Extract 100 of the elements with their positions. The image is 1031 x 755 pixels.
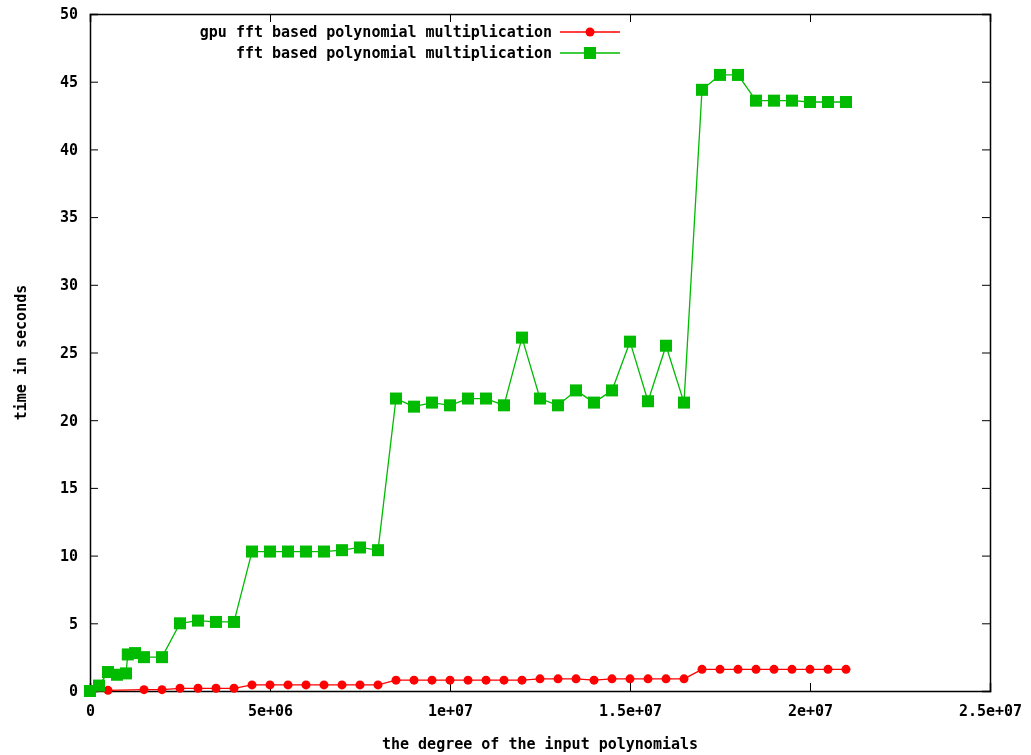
point [157, 685, 167, 695]
point [769, 664, 779, 674]
point [571, 674, 581, 684]
point [535, 674, 545, 684]
point [822, 96, 834, 109]
point [444, 399, 456, 412]
point [570, 384, 582, 397]
point [355, 680, 365, 690]
point [517, 675, 527, 685]
point [336, 544, 348, 557]
point [139, 685, 149, 695]
point [786, 94, 798, 107]
point [480, 392, 492, 405]
y-axis-title: time in seconds [12, 284, 30, 421]
y-tick-label: 45 [59, 73, 78, 91]
point [282, 545, 294, 558]
point [462, 392, 474, 405]
point [607, 674, 617, 684]
point [696, 83, 708, 96]
point [697, 664, 707, 674]
point [642, 395, 654, 408]
point [228, 615, 240, 628]
point [787, 664, 797, 674]
point [768, 94, 780, 107]
x-axis-title: the degree of the input polynomials [381, 735, 699, 753]
y-tick-label: 15 [59, 479, 78, 498]
point [264, 545, 276, 558]
y-tick-label: 5 [68, 614, 78, 633]
point [553, 674, 563, 684]
point [679, 674, 689, 684]
point [841, 664, 851, 674]
point [516, 331, 528, 344]
point [408, 400, 420, 413]
x-tick-label: 0 [85, 701, 96, 720]
point [732, 68, 744, 81]
y-tick-label: 25 [59, 343, 78, 362]
point [93, 679, 105, 692]
point [372, 544, 384, 557]
point [211, 683, 221, 693]
point [300, 545, 312, 558]
y-tick-label: 50 [59, 5, 78, 24]
point [193, 683, 203, 693]
point [318, 545, 330, 558]
point [463, 675, 473, 685]
point [319, 680, 329, 690]
point [751, 664, 761, 674]
point [426, 396, 438, 409]
point [120, 667, 132, 680]
point [391, 675, 401, 685]
legend-label: gpu fft based polynomial multiplication [199, 23, 552, 41]
y-tick-label: 30 [59, 276, 78, 295]
point [733, 664, 743, 674]
point [246, 545, 258, 558]
y-tick-label: 0 [68, 682, 78, 701]
x-tick-label: 1.5e+07 [598, 701, 663, 720]
legend-label: fft based polynomial multiplication [235, 44, 552, 62]
point [552, 399, 564, 412]
point [624, 335, 636, 348]
point [589, 675, 599, 685]
point [192, 614, 204, 627]
y-tick-label: 35 [59, 208, 78, 227]
point [210, 615, 222, 628]
point [283, 680, 293, 690]
point [805, 664, 815, 674]
point [156, 651, 168, 664]
point [301, 680, 311, 690]
point [247, 680, 257, 690]
point [660, 339, 672, 352]
point [481, 675, 491, 685]
x-tick-label: 2.5e+07 [958, 701, 1023, 720]
point [606, 384, 618, 397]
x-tick-label: 2e+07 [787, 701, 834, 720]
point [625, 674, 635, 684]
point [174, 617, 186, 630]
point [823, 664, 833, 674]
point [750, 94, 762, 107]
point [498, 399, 510, 412]
y-tick-label: 10 [59, 546, 78, 565]
x-tick-label: 1e+07 [427, 701, 474, 720]
point [427, 675, 437, 685]
point [661, 674, 671, 684]
point [138, 651, 150, 664]
y-tick-label: 20 [59, 411, 78, 430]
point [678, 396, 690, 409]
point [715, 664, 725, 674]
point [354, 541, 366, 554]
point [229, 683, 239, 693]
point [445, 675, 455, 685]
point [840, 96, 852, 109]
point [337, 680, 347, 690]
point [714, 68, 726, 81]
point [265, 680, 275, 690]
point [534, 392, 546, 405]
x-tick-label: 5e+06 [247, 701, 294, 720]
point [499, 675, 509, 685]
point [588, 396, 600, 409]
point [373, 680, 383, 690]
point [804, 96, 816, 109]
point [390, 392, 402, 405]
point [175, 683, 185, 693]
